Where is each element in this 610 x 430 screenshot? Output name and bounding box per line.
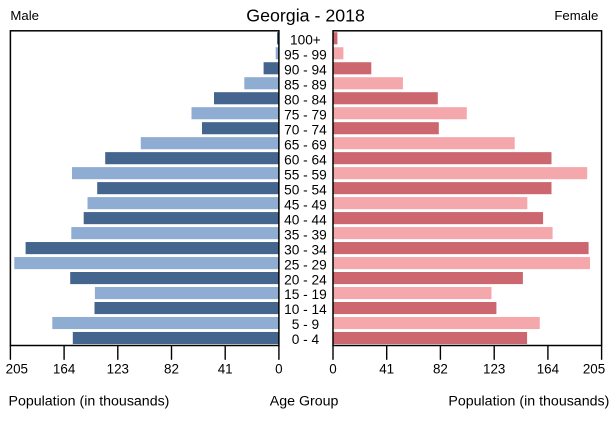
svg-text:0: 0: [275, 362, 282, 377]
svg-text:Population (in thousands): Population (in thousands): [448, 394, 609, 410]
svg-text:Population (in thousands): Population (in thousands): [9, 394, 170, 410]
svg-text:Male: Male: [10, 8, 39, 23]
svg-text:5 - 9: 5 - 9: [292, 317, 319, 332]
svg-text:70 - 74: 70 - 74: [284, 122, 327, 137]
svg-text:40 - 44: 40 - 44: [284, 212, 327, 227]
svg-text:82: 82: [433, 362, 448, 377]
svg-text:205: 205: [583, 362, 605, 377]
svg-text:123: 123: [107, 362, 129, 377]
svg-text:55 - 59: 55 - 59: [284, 167, 327, 182]
svg-text:85 - 89: 85 - 89: [284, 78, 327, 93]
svg-text:164: 164: [53, 362, 76, 377]
svg-text:Georgia - 2018: Georgia - 2018: [246, 6, 365, 26]
svg-text:41: 41: [218, 362, 233, 377]
svg-text:65 - 69: 65 - 69: [284, 137, 327, 152]
svg-text:82: 82: [164, 362, 179, 377]
svg-text:0 - 4: 0 - 4: [292, 332, 320, 347]
svg-text:90 - 94: 90 - 94: [284, 63, 327, 78]
svg-text:20 - 24: 20 - 24: [284, 272, 327, 287]
svg-text:164: 164: [537, 362, 560, 377]
svg-text:35 - 39: 35 - 39: [284, 227, 327, 242]
svg-text:205: 205: [6, 362, 28, 377]
svg-text:50 - 54: 50 - 54: [284, 182, 327, 197]
svg-text:Female: Female: [554, 8, 598, 23]
svg-text:123: 123: [483, 362, 505, 377]
svg-text:100+: 100+: [290, 33, 321, 48]
svg-text:45 - 49: 45 - 49: [284, 197, 327, 212]
svg-text:41: 41: [379, 362, 394, 377]
svg-text:30 - 34: 30 - 34: [284, 242, 327, 257]
svg-text:25 - 29: 25 - 29: [284, 257, 327, 272]
svg-text:80 - 84: 80 - 84: [284, 92, 327, 107]
svg-text:95 - 99: 95 - 99: [284, 48, 327, 63]
svg-text:0: 0: [329, 362, 336, 377]
svg-text:75 - 79: 75 - 79: [284, 107, 327, 122]
svg-text:Age Group: Age Group: [270, 394, 339, 410]
svg-text:10 - 14: 10 - 14: [284, 302, 327, 317]
svg-text:60 - 64: 60 - 64: [284, 152, 327, 167]
svg-text:15 - 19: 15 - 19: [284, 287, 327, 302]
